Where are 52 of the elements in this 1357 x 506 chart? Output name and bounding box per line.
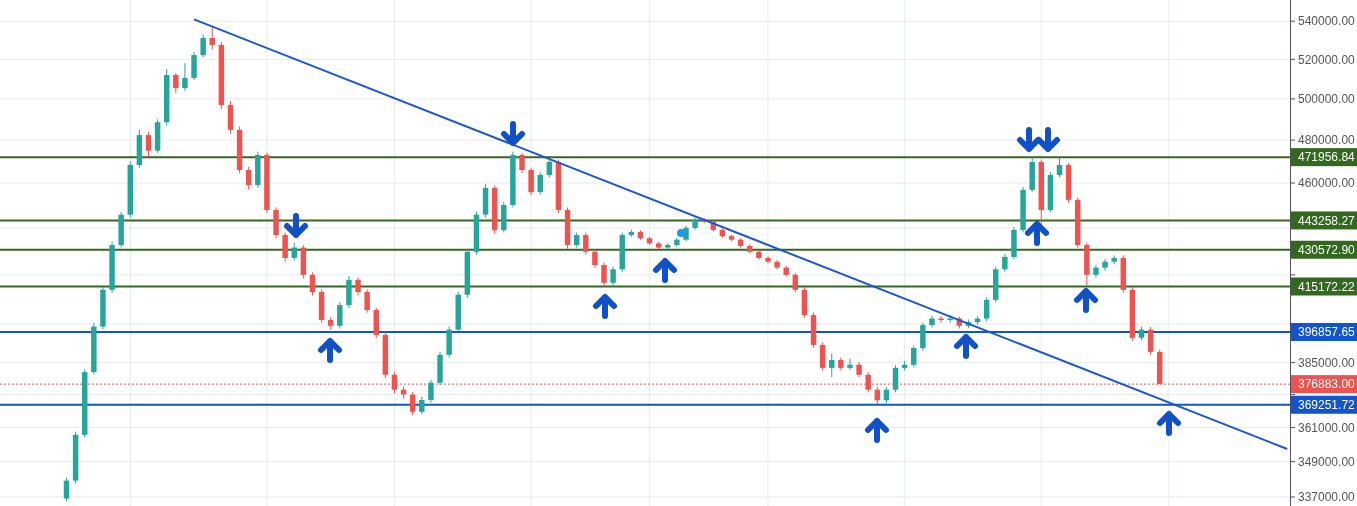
candlestick (245, 166, 252, 191)
candlestick (583, 231, 589, 256)
candlestick (892, 364, 899, 393)
candlestick (592, 248, 598, 269)
candlestick (1147, 326, 1154, 356)
candlestick (364, 288, 370, 314)
candlestick (182, 62, 188, 92)
candlestick (610, 266, 616, 286)
y-tick-label: 337000.00 (1298, 490, 1356, 505)
candlestick (847, 358, 853, 371)
ref-line-label: 376883.00 (1298, 377, 1356, 392)
y-tick-label: 460000.00 (1298, 176, 1356, 191)
candlestick (546, 158, 553, 179)
candlestick (920, 322, 926, 352)
candlestick (601, 261, 607, 287)
candlestick (409, 391, 416, 416)
candlestick (1056, 156, 1063, 178)
candlestick (528, 167, 534, 196)
ref-line-label: 396857.65 (1298, 325, 1356, 340)
y-tick-label: 520000.00 (1298, 52, 1356, 67)
y-tick-label: 361000.00 (1298, 420, 1356, 435)
candlestick (519, 152, 525, 174)
candlestick (282, 231, 288, 263)
ref-line-label: 443258.27 (1298, 213, 1356, 228)
candlestick (819, 341, 826, 372)
candlestick (355, 276, 361, 296)
candlestick (191, 51, 197, 81)
candlestick (537, 171, 543, 196)
y-tick-label: 349000.00 (1298, 454, 1356, 469)
y-tick-label: 480000.00 (1298, 133, 1356, 148)
y-tick-label: 385000.00 (1298, 355, 1356, 370)
ref-line-label: 415172.22 (1298, 279, 1356, 294)
ref-line-label: 369251.72 (1298, 397, 1356, 412)
candlestick (309, 271, 316, 296)
candlestick (209, 26, 215, 51)
candlestick (337, 301, 343, 330)
candlestick (929, 315, 935, 329)
y-tick-label: 540000.00 (1298, 14, 1356, 29)
candlestick (1093, 264, 1099, 279)
candlestick (829, 352, 835, 378)
candlestick (838, 356, 844, 372)
candlestick (792, 272, 799, 293)
ref-line-label: 430572.90 (1298, 242, 1356, 257)
ref-line-label: 471956.84 (1298, 150, 1356, 165)
candlestick (983, 296, 990, 322)
candlestick (200, 33, 206, 58)
candlestick (428, 379, 434, 404)
candlestick (173, 72, 179, 94)
candlestick (145, 131, 152, 158)
y-tick-label: 500000.00 (1298, 92, 1356, 107)
candlestick (911, 344, 917, 368)
candlestick (1102, 258, 1108, 272)
